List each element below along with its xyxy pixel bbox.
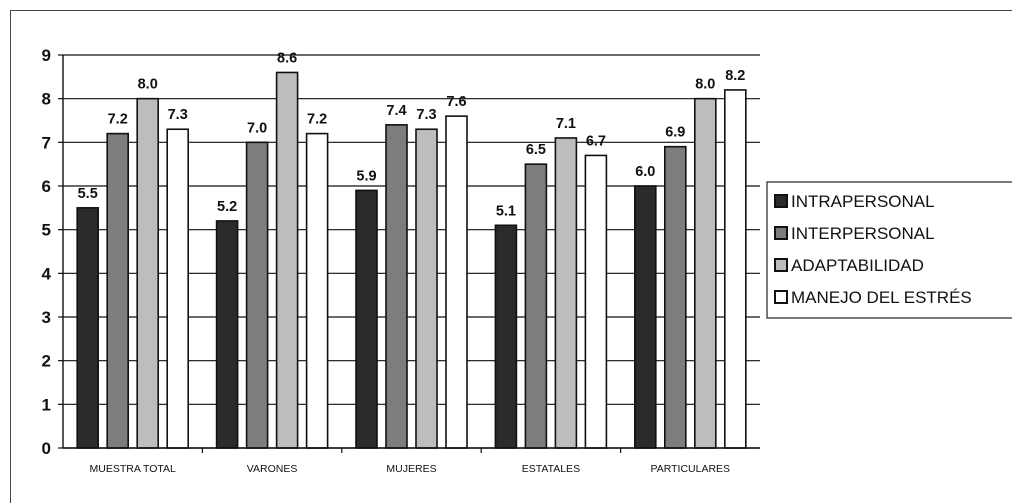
y-tick-label: 8 <box>42 90 51 109</box>
data-label: 6.9 <box>665 125 685 141</box>
data-label: 7.0 <box>247 120 267 136</box>
x-tick-label: ESTATALES <box>522 463 580 475</box>
bar <box>215 220 239 449</box>
data-label: 8.6 <box>277 50 297 66</box>
data-label: 5.5 <box>78 186 98 202</box>
legend-swatch <box>774 290 788 304</box>
bar <box>633 185 657 449</box>
bar <box>693 97 717 449</box>
bar <box>166 128 189 449</box>
data-label: 7.3 <box>168 107 188 123</box>
legend-swatch <box>774 194 788 208</box>
legend-swatch <box>774 226 788 240</box>
data-label: 7.6 <box>446 94 466 110</box>
legend-swatch <box>774 258 788 272</box>
y-tick-label: 2 <box>42 352 51 371</box>
bar <box>494 224 518 449</box>
data-label: 8.0 <box>138 77 158 93</box>
y-tick-label: 9 <box>42 46 51 65</box>
bar <box>106 132 129 449</box>
data-label: 5.1 <box>496 203 516 219</box>
data-label: 5.2 <box>217 199 237 215</box>
bar <box>76 207 99 449</box>
data-label: 7.3 <box>416 107 436 123</box>
legend-label: ADAPTABILIDAD <box>791 256 924 275</box>
chart-frame <box>10 10 1012 503</box>
x-tick-label: MUESTRA TOTAL <box>90 463 177 475</box>
y-tick-label: 7 <box>42 133 51 152</box>
data-label: 8.2 <box>725 68 745 84</box>
bar <box>385 124 408 449</box>
data-label: 6.7 <box>586 133 606 149</box>
legend-box <box>766 181 1012 319</box>
bar <box>355 189 378 449</box>
x-tick-label: PARTICULARES <box>651 463 731 475</box>
data-label: 7.2 <box>307 112 327 128</box>
data-label: 8.0 <box>695 77 715 93</box>
x-tick-label: MUJERES <box>386 463 436 475</box>
bar <box>524 163 548 449</box>
legend-label: MANEJO DEL ESTRÉS <box>791 288 972 307</box>
bar <box>136 97 159 449</box>
data-label: 6.0 <box>635 164 655 180</box>
data-label: 6.5 <box>526 142 546 158</box>
bar <box>415 128 438 449</box>
x-tick-label: VARONES <box>247 463 298 475</box>
bar <box>723 89 747 449</box>
y-tick-label: 1 <box>42 395 51 414</box>
data-label: 5.9 <box>356 168 376 184</box>
bar <box>245 141 269 449</box>
bar <box>554 137 578 449</box>
y-tick-label: 5 <box>42 221 51 240</box>
y-tick-label: 0 <box>42 439 51 458</box>
bar <box>305 132 329 449</box>
data-label: 7.1 <box>556 116 576 132</box>
y-tick-label: 4 <box>42 264 52 283</box>
bar <box>445 115 468 449</box>
bar <box>584 154 608 449</box>
legend-label: INTRAPERSONAL <box>791 192 935 211</box>
y-tick-label: 6 <box>42 177 51 196</box>
data-label: 7.2 <box>108 112 128 128</box>
bar <box>275 71 299 449</box>
legend-label: INTERPERSONAL <box>791 224 935 243</box>
data-label: 7.4 <box>386 103 406 119</box>
y-tick-label: 3 <box>42 308 51 327</box>
bar <box>663 145 687 449</box>
